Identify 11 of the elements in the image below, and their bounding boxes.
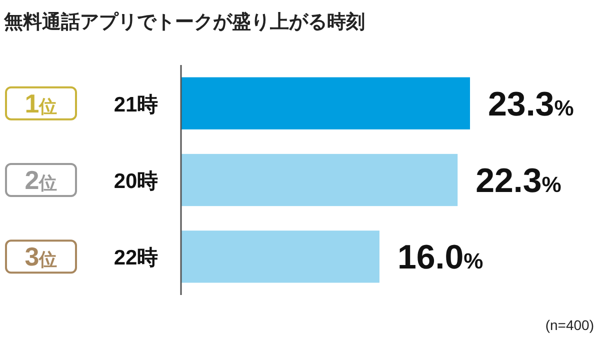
data-label: 16.0% (397, 238, 484, 277)
y-tick-label: 20時 (114, 170, 158, 193)
text: 3位 (24, 242, 58, 272)
text: (n=400) (545, 317, 594, 333)
data-label: 23.3% (488, 85, 574, 124)
chart-title: 無料通話アプリでトークが盛り上がる時刻 (3, 11, 365, 33)
text: 2位 (24, 165, 58, 195)
text: 1位 (24, 88, 58, 118)
data-label: 22.3% (476, 162, 562, 200)
y-tick-label: 22時 (114, 246, 158, 270)
y-tick-label: 21時 (114, 93, 158, 116)
